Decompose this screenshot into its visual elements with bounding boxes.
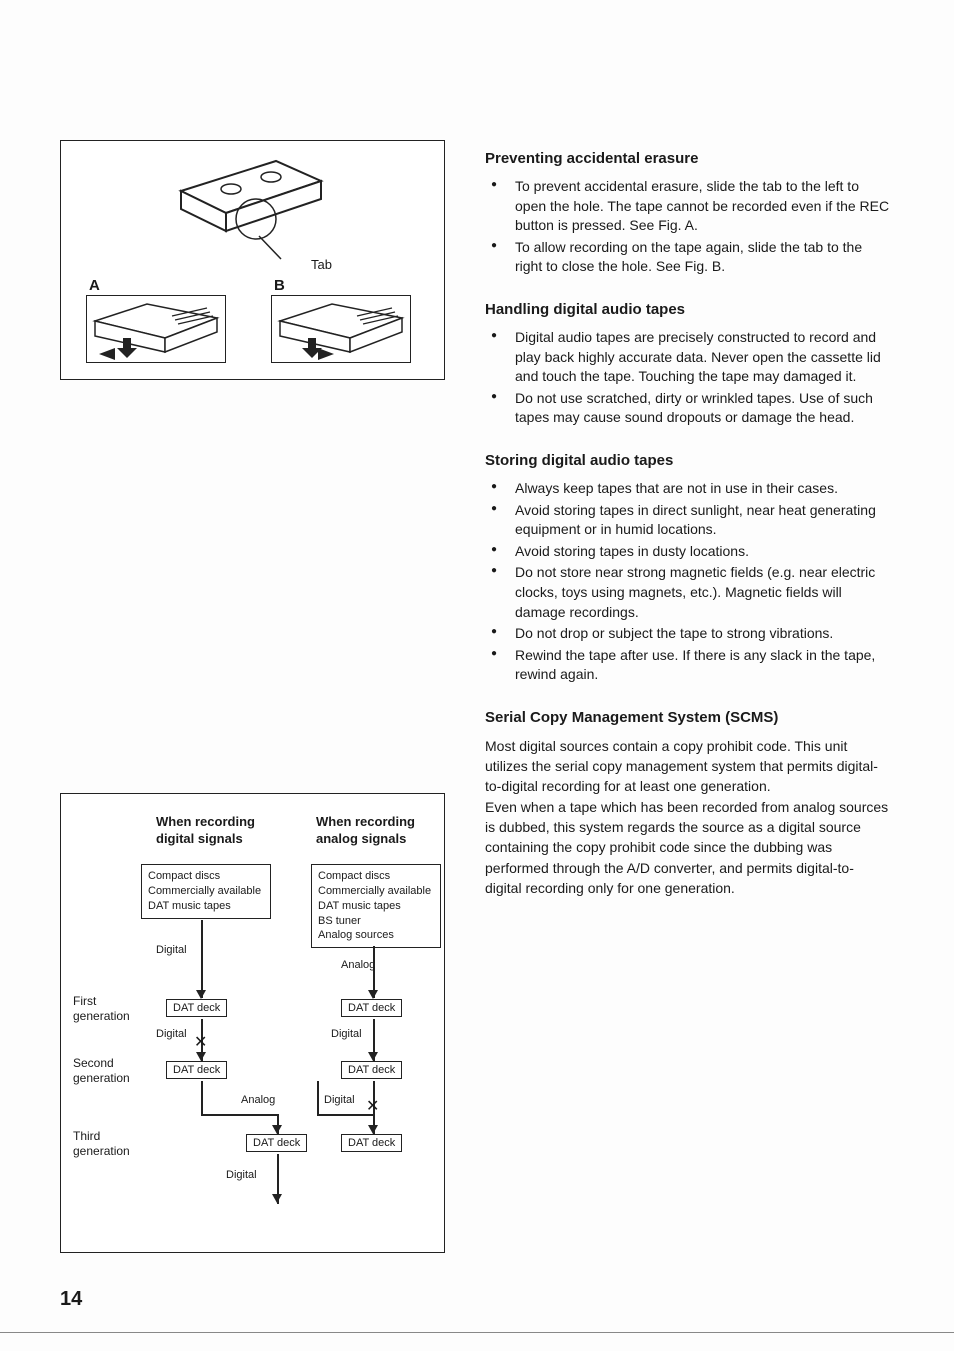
- scms-sources-right: Compact discs Commercially available DAT…: [311, 864, 441, 948]
- list-handling: Digital audio tapes are precisely constr…: [485, 328, 890, 428]
- scms-title-left: When recording digital signals: [156, 814, 255, 848]
- x-icon: ✕: [194, 1038, 207, 1048]
- scms-sources-left: Compact discs Commercially available DAT…: [141, 864, 271, 919]
- node-l2: DAT deck: [166, 1061, 227, 1079]
- node-r1: DAT deck: [341, 999, 402, 1017]
- cassette-figure: Tab A: [60, 140, 445, 380]
- sig-a2: Analog: [241, 1094, 275, 1106]
- list-item: To prevent accidental erasure, slide the…: [485, 177, 890, 236]
- node-l1: DAT deck: [166, 999, 227, 1017]
- gen3-label: Third generation: [73, 1129, 130, 1159]
- sig-d1: Digital: [156, 944, 187, 956]
- node-r3: DAT deck: [341, 1134, 402, 1152]
- panel-b: [271, 295, 411, 363]
- src-r2: DAT music tapes: [318, 899, 434, 914]
- right-column: Preventing accidental erasure To prevent…: [485, 150, 890, 922]
- sig-a1: Analog: [341, 959, 375, 971]
- panel-a: [86, 295, 226, 363]
- label-b: B: [274, 277, 285, 294]
- src-r0: Compact discs: [318, 869, 434, 884]
- list-item: Digital audio tapes are precisely constr…: [485, 328, 890, 387]
- scms-diagram: When recording digital signals When reco…: [60, 793, 445, 1253]
- src-r4: Analog sources: [318, 928, 434, 943]
- section-storing: Storing digital audio tapes Always keep …: [485, 452, 890, 685]
- sig-d5: Digital: [226, 1169, 257, 1181]
- page-number: 14: [60, 1288, 82, 1311]
- list-item: To allow recording on the tape again, sl…: [485, 238, 890, 277]
- section-prevent: Preventing accidental erasure To prevent…: [485, 150, 890, 277]
- section-handling: Handling digital audio tapes Digital aud…: [485, 301, 890, 428]
- label-a: A: [89, 277, 100, 294]
- scms-title-right: When recording analog signals: [316, 814, 415, 848]
- cassette-icon: [161, 151, 341, 261]
- list-item: Avoid storing tapes in dusty locations.: [485, 542, 890, 562]
- list-item: Avoid storing tapes in direct sunlight, …: [485, 501, 890, 540]
- src-l1: Commercially available: [148, 884, 264, 899]
- node-l3: DAT deck: [246, 1134, 307, 1152]
- list-item: Do not use scratched, dirty or wrinkled …: [485, 389, 890, 428]
- list-item: Do not drop or subject the tape to stron…: [485, 624, 890, 644]
- list-item: Do not store near strong magnetic fields…: [485, 563, 890, 622]
- src-l0: Compact discs: [148, 869, 264, 884]
- sig-d4: Digital: [324, 1094, 355, 1106]
- heading-handling: Handling digital audio tapes: [485, 301, 890, 318]
- heading-prevent: Preventing accidental erasure: [485, 150, 890, 167]
- gen1-label: First generation: [73, 994, 130, 1024]
- list-item: Rewind the tape after use. If there is a…: [485, 646, 890, 685]
- page-content: Tab A: [60, 140, 890, 1280]
- tab-label: Tab: [311, 257, 332, 272]
- section-scms: Serial Copy Management System (SCMS) Mos…: [485, 709, 890, 898]
- src-r3: BS tuner: [318, 914, 434, 929]
- scms-paragraph: Most digital sources contain a copy proh…: [485, 736, 890, 898]
- heading-storing: Storing digital audio tapes: [485, 452, 890, 469]
- sig-d3: Digital: [331, 1028, 362, 1040]
- list-storing: Always keep tapes that are not in use in…: [485, 479, 890, 685]
- sig-d2: Digital: [156, 1028, 187, 1040]
- ab-row: A: [61, 277, 444, 367]
- footer-rule: [0, 1332, 954, 1333]
- list-item: Always keep tapes that are not in use in…: [485, 479, 890, 499]
- heading-scms: Serial Copy Management System (SCMS): [485, 709, 890, 726]
- list-prevent: To prevent accidental erasure, slide the…: [485, 177, 890, 277]
- left-column: Tab A: [60, 140, 445, 380]
- gen2-label: Second generation: [73, 1056, 130, 1086]
- src-r1: Commercially available: [318, 884, 434, 899]
- node-r2: DAT deck: [341, 1061, 402, 1079]
- x-icon: ✕: [366, 1102, 379, 1112]
- src-l2: DAT music tapes: [148, 899, 264, 914]
